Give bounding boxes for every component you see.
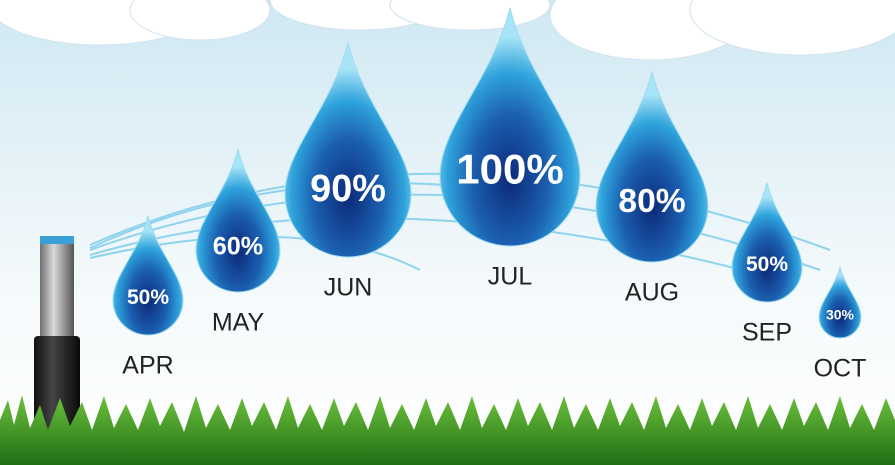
infographic: 50% APR 60% MAY 90% JUN 100% JUL 80% AUG 50% SEP 30%… [0, 0, 895, 465]
month-label: AUG [625, 279, 679, 307]
month-label: JUL [488, 263, 533, 291]
month-label: MAY [212, 309, 265, 337]
drop-label: 80% [618, 183, 685, 220]
month-label: SEP [742, 319, 792, 347]
month-label: OCT [814, 355, 867, 383]
drop-label: 30% [826, 307, 855, 323]
drop-label: 60% [213, 233, 263, 261]
drop-label: 50% [746, 253, 788, 276]
drop-label: 100% [456, 146, 563, 193]
month-label: JUN [324, 274, 373, 302]
drop-label: 50% [127, 286, 169, 309]
month-label: APR [122, 352, 173, 380]
drop-label: 90% [310, 168, 386, 210]
